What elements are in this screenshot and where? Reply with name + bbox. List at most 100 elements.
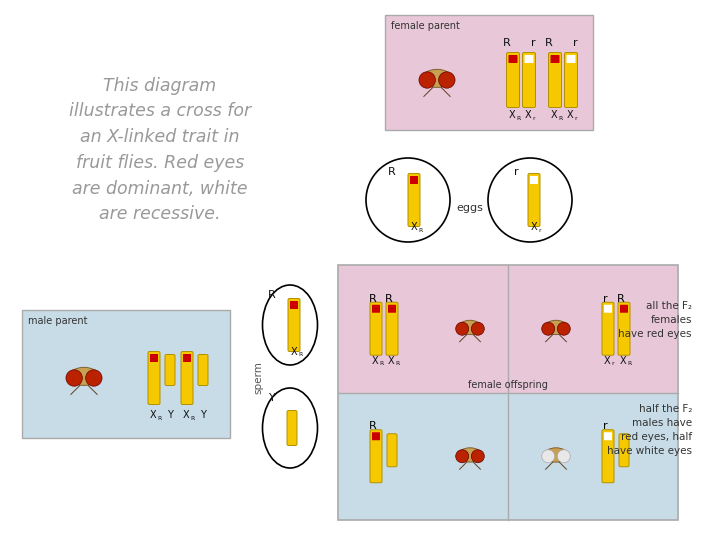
Circle shape [541,450,554,463]
Text: r: r [603,294,607,303]
FancyBboxPatch shape [165,354,175,386]
FancyBboxPatch shape [372,432,380,440]
FancyBboxPatch shape [564,52,577,107]
Circle shape [438,72,455,88]
Ellipse shape [544,320,567,335]
Text: R: R [369,421,377,431]
FancyBboxPatch shape [508,55,518,63]
FancyBboxPatch shape [388,305,396,313]
Text: sperm: sperm [253,362,263,394]
Text: R: R [617,294,625,303]
FancyBboxPatch shape [408,173,420,226]
Text: r: r [574,116,577,120]
Text: r: r [513,167,518,177]
Circle shape [419,72,436,88]
Ellipse shape [263,285,318,365]
FancyBboxPatch shape [524,55,534,63]
Text: Y: Y [167,410,173,420]
Text: r: r [611,361,613,366]
FancyBboxPatch shape [410,176,418,184]
FancyBboxPatch shape [528,173,540,226]
FancyBboxPatch shape [619,434,629,467]
FancyBboxPatch shape [183,354,191,362]
Text: X: X [410,222,418,232]
FancyBboxPatch shape [370,302,382,355]
Text: r: r [603,421,607,431]
FancyBboxPatch shape [198,354,208,386]
Text: R: R [503,38,511,48]
Text: R: R [388,167,396,177]
Circle shape [66,370,82,386]
Text: This diagram
illustrates a cross for
an X-linked trait in
fruit flies. Red eyes
: This diagram illustrates a cross for an … [69,77,251,223]
Text: X: X [183,410,189,420]
FancyBboxPatch shape [288,299,300,352]
Text: X: X [551,110,557,120]
Ellipse shape [459,448,482,462]
Ellipse shape [422,69,451,87]
FancyBboxPatch shape [148,352,160,404]
FancyBboxPatch shape [338,265,678,393]
FancyBboxPatch shape [602,430,614,483]
Text: female parent: female parent [391,21,460,31]
FancyBboxPatch shape [530,176,538,184]
Text: female offspring: female offspring [468,380,548,389]
Circle shape [557,322,570,335]
Text: R: R [545,38,553,48]
FancyBboxPatch shape [385,15,593,130]
Text: R: R [379,361,383,366]
Circle shape [541,322,554,335]
Circle shape [488,158,572,242]
FancyBboxPatch shape [372,305,380,313]
FancyBboxPatch shape [150,354,158,362]
Text: X: X [603,356,611,366]
Text: all the F₂
females
have red eyes: all the F₂ females have red eyes [618,301,692,339]
FancyBboxPatch shape [287,410,297,445]
FancyBboxPatch shape [338,393,678,520]
Text: R: R [418,227,422,233]
Circle shape [366,158,450,242]
FancyBboxPatch shape [604,305,612,313]
Text: X: X [372,356,378,366]
Circle shape [472,322,485,335]
Text: R: R [157,415,161,421]
Text: Y: Y [200,410,206,420]
Text: R: R [385,294,393,303]
Ellipse shape [69,367,99,386]
Text: male parent: male parent [28,316,88,326]
FancyBboxPatch shape [22,310,230,438]
Text: X: X [567,110,573,120]
Text: X: X [531,222,537,232]
Text: half the F₂
males have
red eyes, half
have white eyes: half the F₂ males have red eyes, half ha… [607,404,692,456]
FancyBboxPatch shape [523,52,536,107]
Text: r: r [573,38,577,48]
Text: X: X [525,110,531,120]
FancyBboxPatch shape [551,55,559,63]
FancyBboxPatch shape [290,301,298,309]
Circle shape [557,450,570,463]
FancyBboxPatch shape [549,52,562,107]
FancyBboxPatch shape [386,302,398,355]
Text: r: r [532,116,535,120]
FancyBboxPatch shape [602,302,614,355]
Circle shape [86,370,102,386]
Text: R: R [395,361,400,366]
FancyBboxPatch shape [387,434,397,467]
Text: R: R [369,294,377,303]
Ellipse shape [544,448,567,462]
FancyBboxPatch shape [618,302,630,355]
FancyBboxPatch shape [506,52,520,107]
Ellipse shape [459,320,482,335]
Text: r: r [538,227,541,233]
Text: eggs: eggs [456,203,483,213]
Text: r: r [531,38,536,48]
FancyBboxPatch shape [604,432,612,440]
Ellipse shape [263,388,318,468]
Circle shape [456,322,469,335]
Text: R: R [190,415,194,421]
Text: X: X [509,110,516,120]
FancyBboxPatch shape [567,55,575,63]
Circle shape [472,450,485,463]
FancyBboxPatch shape [620,305,628,313]
Text: R: R [298,353,302,357]
FancyBboxPatch shape [370,430,382,483]
